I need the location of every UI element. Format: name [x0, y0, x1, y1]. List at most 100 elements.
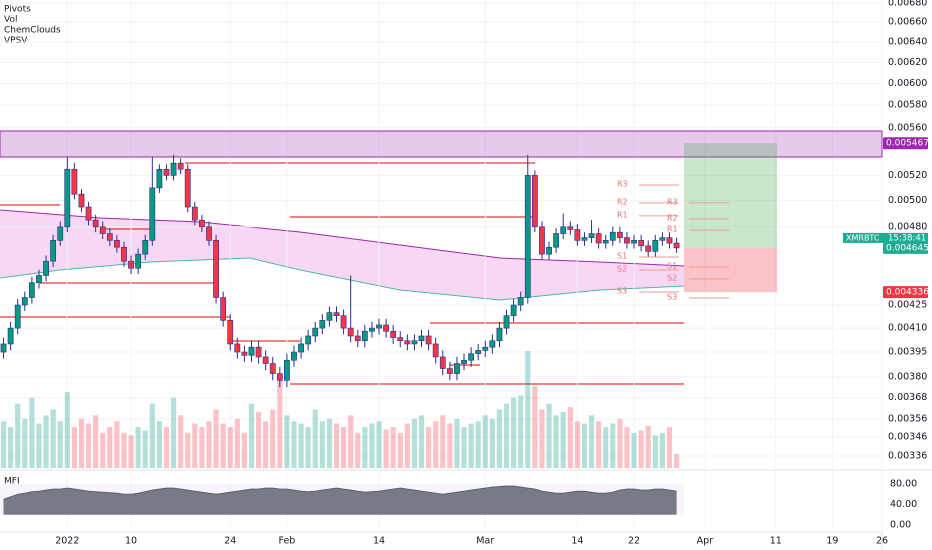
- volume-bar: [156, 421, 162, 468]
- price-tag: [883, 241, 928, 254]
- candle-body: [170, 162, 177, 176]
- y-tick-label: 0.00368: [888, 392, 927, 403]
- y-tick-label: 0.00640: [888, 36, 927, 47]
- candle-body: [50, 240, 57, 262]
- volume-bar: [36, 423, 42, 468]
- candle-body: [177, 162, 184, 170]
- profit-zone: [684, 143, 777, 248]
- indicator-label: VPSV: [4, 36, 28, 46]
- price-tag: [883, 286, 928, 299]
- volume-bar: [128, 435, 134, 468]
- volume-bar: [596, 421, 602, 468]
- y-tick-label: 0.00660: [888, 17, 927, 28]
- candle-body: [553, 233, 560, 248]
- volume-bar: [149, 403, 155, 468]
- price-tag-label: 0.005467: [886, 139, 929, 149]
- volume-bar: [673, 453, 680, 468]
- resistance-zone: [0, 130, 883, 158]
- volume-bar: [135, 427, 141, 468]
- volume-bar: [567, 407, 573, 468]
- volume-bar: [489, 418, 495, 468]
- candle-body: [142, 240, 149, 255]
- candle-body: [567, 226, 574, 230]
- volume-bar: [482, 415, 488, 468]
- volume-bar: [142, 430, 148, 468]
- volume-bar: [107, 427, 113, 468]
- candle-body: [319, 320, 326, 329]
- candle-body: [206, 226, 212, 241]
- candle-body: [659, 237, 666, 241]
- x-tick-label: 22: [628, 536, 640, 547]
- volume-bar: [581, 423, 588, 468]
- pivot-label: S2: [617, 264, 627, 273]
- volume-bar: [284, 415, 290, 468]
- volume-bar: [496, 409, 503, 468]
- volume-bar: [355, 432, 361, 468]
- candle-body: [609, 231, 616, 241]
- volume-bar: [603, 427, 609, 468]
- volume-bar: [312, 409, 318, 468]
- volume-bar: [64, 391, 70, 468]
- candle-body: [99, 226, 106, 234]
- volume-bar: [163, 427, 170, 468]
- volume-bar: [468, 423, 474, 468]
- candle-body: [347, 327, 354, 337]
- volume-bar: [50, 409, 56, 468]
- candle-body: [269, 363, 276, 374]
- candle-body: [397, 337, 404, 342]
- y-tick-label: 0.00425: [888, 300, 927, 311]
- candle-body: [524, 175, 531, 298]
- volume-bar: [404, 423, 410, 468]
- candle-body: [631, 240, 637, 244]
- volume-bar: [29, 397, 35, 468]
- candle-body: [135, 253, 142, 269]
- volume-bar: [270, 409, 276, 468]
- candle-body: [121, 246, 127, 262]
- volume-bar: [213, 409, 219, 468]
- volume-bar: [248, 403, 255, 468]
- pivot-label: S1: [667, 261, 677, 270]
- candle-body: [298, 343, 304, 353]
- pivot-label: S3: [617, 286, 627, 295]
- price-tag: [883, 137, 928, 150]
- mfi-area: [3, 486, 677, 515]
- candle-body: [574, 229, 581, 241]
- volume-bar: [659, 432, 665, 468]
- candle-body: [531, 175, 538, 228]
- y-tick-label: 0.00395: [888, 347, 927, 358]
- candle-body: [43, 260, 49, 276]
- mfi-tick-label: 40.00: [890, 499, 917, 510]
- volume-bar: [539, 409, 545, 468]
- y-tick-label: 0.00480: [888, 221, 927, 232]
- volume-bar: [624, 427, 630, 468]
- indicator-label: Vol: [4, 15, 17, 25]
- mfi-label: MFI: [4, 477, 20, 487]
- candle-body: [503, 315, 510, 329]
- volume-bar: [588, 415, 595, 468]
- candle-body: [489, 340, 496, 348]
- x-tick-label: 19: [826, 536, 838, 547]
- candle-body: [213, 240, 219, 298]
- volume-bar: [553, 415, 559, 468]
- candle-body: [248, 346, 255, 356]
- volume-bar: [326, 418, 333, 468]
- x-tick-label: Apr: [697, 536, 714, 547]
- symbol-tag: [843, 232, 883, 243]
- candle-body: [595, 233, 602, 244]
- volume-bar: [57, 421, 63, 468]
- y-tick-label: 0.00680: [888, 0, 927, 9]
- volume-bar: [532, 386, 538, 468]
- volume-bar: [511, 397, 517, 468]
- candle-body: [326, 312, 333, 321]
- volume-bar: [71, 427, 77, 468]
- x-tick-label: 2022: [55, 536, 79, 547]
- indicator-label: Pivots: [4, 5, 31, 15]
- loss-zone: [684, 247, 777, 293]
- volume-bar: [426, 427, 432, 468]
- volume-bar: [305, 427, 311, 468]
- candle-body: [446, 368, 453, 374]
- pivot-label: R3: [667, 197, 678, 206]
- volume-bar: [518, 395, 524, 468]
- candle-body: [482, 346, 489, 351]
